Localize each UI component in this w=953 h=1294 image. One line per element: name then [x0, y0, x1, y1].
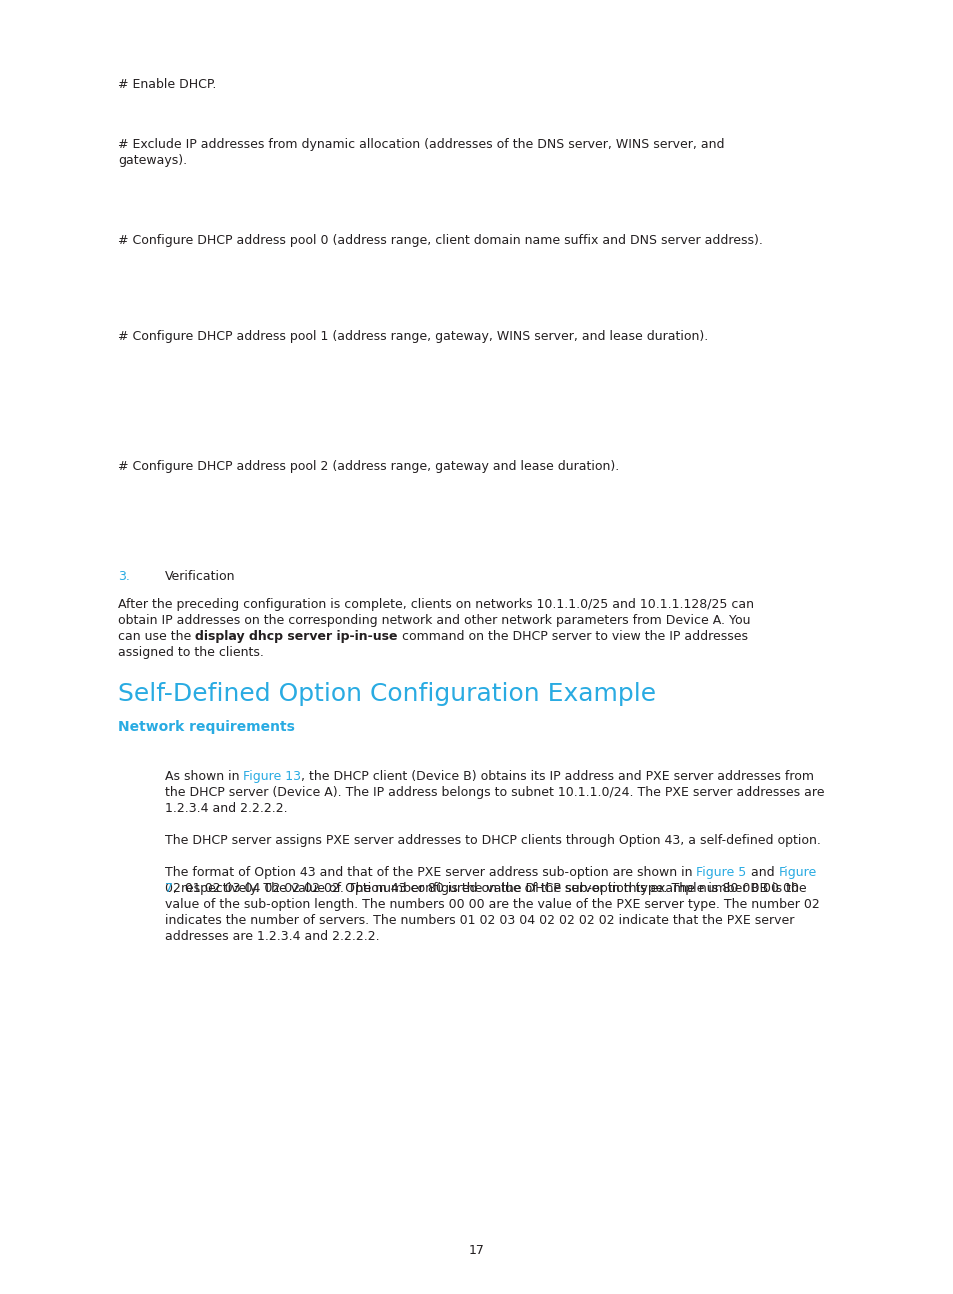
Text: # Configure DHCP address pool 2 (address range, gateway and lease duration).: # Configure DHCP address pool 2 (address… — [118, 459, 618, 474]
Text: obtain IP addresses on the corresponding network and other network parameters fr: obtain IP addresses on the corresponding… — [118, 613, 750, 628]
Text: After the preceding configuration is complete, clients on networks 10.1.1.0/25 a: After the preceding configuration is com… — [118, 598, 753, 611]
Text: 3.: 3. — [118, 569, 130, 584]
Text: Figure 13: Figure 13 — [243, 770, 301, 783]
Text: and: and — [746, 866, 778, 879]
Text: # Configure DHCP address pool 1 (address range, gateway, WINS server, and lease : # Configure DHCP address pool 1 (address… — [118, 330, 707, 343]
Text: gateways).: gateways). — [118, 154, 187, 167]
Text: addresses are 1.2.3.4 and 2.2.2.2.: addresses are 1.2.3.4 and 2.2.2.2. — [165, 930, 379, 943]
Text: 17: 17 — [469, 1244, 484, 1256]
Text: # Enable DHCP.: # Enable DHCP. — [118, 78, 216, 91]
Text: 1.2.3.4 and 2.2.2.2.: 1.2.3.4 and 2.2.2.2. — [165, 802, 287, 815]
Text: command on the DHCP server to view the IP addresses: command on the DHCP server to view the I… — [397, 630, 747, 643]
Text: The format of Option 43 and that of the PXE server address sub-option are shown : The format of Option 43 and that of the … — [165, 866, 696, 879]
Text: Self-Defined Option Configuration Example: Self-Defined Option Configuration Exampl… — [118, 682, 656, 707]
Text: The DHCP server assigns PXE server addresses to DHCP clients through Option 43, : The DHCP server assigns PXE server addre… — [165, 835, 820, 848]
Text: value of the sub-option length. The numbers 00 00 are the value of the PXE serve: value of the sub-option length. The numb… — [165, 898, 819, 911]
Text: indicates the number of servers. The numbers 01 02 03 04 02 02 02 02 indicate th: indicates the number of servers. The num… — [165, 914, 794, 927]
Text: 02 01 02 03 04 02 02 02 02. The number 80 is the value of the sub-option type. T: 02 01 02 03 04 02 02 02 02. The number 8… — [165, 883, 806, 895]
Text: , the DHCP client (Device B) obtains its IP address and PXE server addresses fro: , the DHCP client (Device B) obtains its… — [301, 770, 814, 783]
Text: # Exclude IP addresses from dynamic allocation (addresses of the DNS server, WIN: # Exclude IP addresses from dynamic allo… — [118, 138, 723, 151]
Text: # Configure DHCP address pool 0 (address range, client domain name suffix and DN: # Configure DHCP address pool 0 (address… — [118, 234, 762, 247]
Text: Figure: Figure — [778, 866, 816, 879]
Text: Network requirements: Network requirements — [118, 719, 294, 734]
Text: Figure 5: Figure 5 — [696, 866, 746, 879]
Text: assigned to the clients.: assigned to the clients. — [118, 646, 264, 659]
Text: display dhcp server ip-in-use: display dhcp server ip-in-use — [195, 630, 397, 643]
Text: Verification: Verification — [165, 569, 235, 584]
Text: can use the: can use the — [118, 630, 195, 643]
Text: the DHCP server (Device A). The IP address belongs to subnet 10.1.1.0/24. The PX: the DHCP server (Device A). The IP addre… — [165, 785, 823, 798]
Text: , respectively. The value of Option 43 configured on the DHCP server in this exa: , respectively. The value of Option 43 c… — [172, 883, 799, 895]
Text: As shown in: As shown in — [165, 770, 243, 783]
Text: 7: 7 — [165, 883, 172, 895]
